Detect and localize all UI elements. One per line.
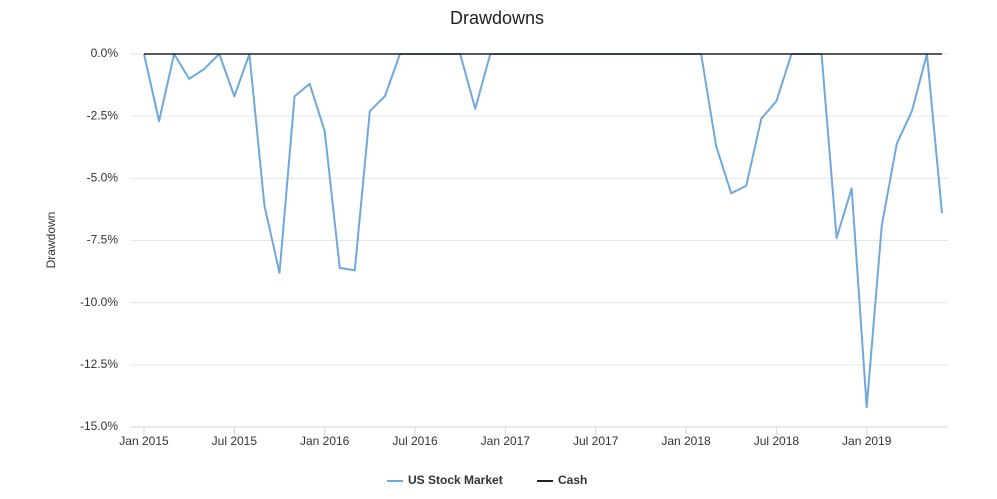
x-tick-label: Jan 2018 [661, 434, 711, 448]
x-tick-label: Jan 2016 [300, 434, 350, 448]
x-tick-label: Jul 2017 [573, 434, 619, 448]
series-line [143, 53, 943, 409]
x-tick-label: Jan 2017 [481, 434, 531, 448]
y-tick-label: 0.0% [91, 46, 119, 60]
y-tick-label: -5.0% [87, 171, 119, 185]
y-tick-label: -2.5% [87, 108, 119, 122]
x-tick-label: Jul 2016 [392, 434, 438, 448]
y-tick-label: -7.5% [87, 233, 119, 247]
y-tick-label: -12.5% [80, 357, 118, 371]
legend-label: Cash [558, 473, 587, 487]
y-axis-label: Drawdown [44, 212, 58, 269]
chart-title: Drawdowns [450, 8, 544, 28]
legend-label: US Stock Market [408, 473, 503, 487]
x-tick-label: Jan 2015 [119, 434, 169, 448]
x-tick-label: Jan 2019 [842, 434, 892, 448]
x-tick-label: Jul 2018 [754, 434, 800, 448]
y-tick-label: -10.0% [80, 295, 118, 309]
x-tick-label: Jul 2015 [212, 434, 258, 448]
y-tick-label: -15.0% [80, 419, 118, 433]
